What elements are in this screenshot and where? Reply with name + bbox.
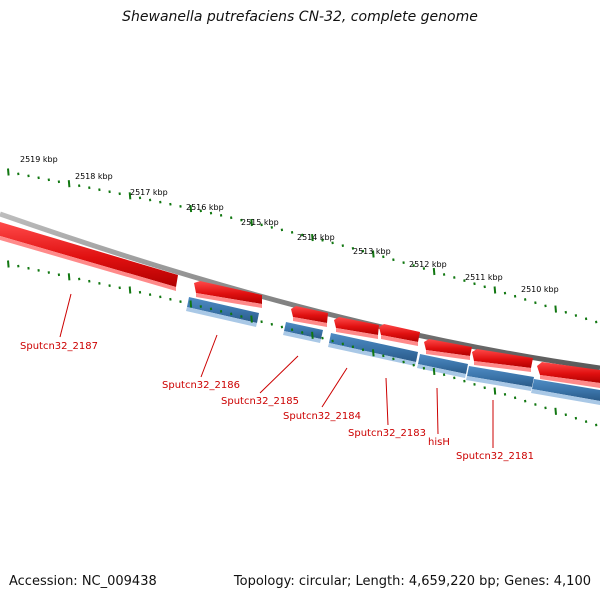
major-tick bbox=[493, 286, 497, 294]
major-tick bbox=[189, 300, 193, 308]
accession-text: Accession: NC_009438 bbox=[9, 574, 157, 589]
gene-sputcn32-2187-highlight bbox=[0, 236, 176, 291]
gene-sputcn32-2183[interactable] bbox=[379, 324, 420, 342]
major-tick bbox=[311, 234, 314, 242]
gene-labels: Sputcn32_2187 Sputcn32_2186 Sputcn32_218… bbox=[20, 341, 534, 462]
kbp-label: 2518 kbp bbox=[75, 172, 113, 181]
major-tick bbox=[372, 250, 375, 258]
genome-backbone bbox=[0, 211, 600, 371]
major-tick bbox=[432, 367, 436, 375]
gene-sputcn32-2181-highlight bbox=[474, 361, 531, 372]
forward-genes bbox=[0, 222, 600, 388]
gene-label-sputcn32-2184[interactable]: Sputcn32_2184 bbox=[283, 411, 361, 422]
major-tick bbox=[554, 305, 557, 313]
gene-sputcn32-2184[interactable] bbox=[334, 317, 379, 335]
gene-label-sputcn32-2185[interactable]: Sputcn32_2185 bbox=[221, 396, 299, 407]
gene-label-leaders bbox=[59, 293, 494, 448]
gene-label-sputcn32-2187[interactable]: Sputcn32_2187 bbox=[20, 341, 98, 352]
rev-gene-3-highlight bbox=[328, 343, 416, 366]
major-tick bbox=[311, 331, 314, 339]
leader-line bbox=[59, 293, 72, 338]
gene-sputcn32-2186-highlight bbox=[196, 293, 262, 308]
kbp-label: 2515 kbp bbox=[241, 218, 279, 227]
gene-next-forward[interactable] bbox=[537, 362, 600, 383]
rev-gene-6-highlight bbox=[531, 389, 600, 405]
gene-next-forward-highlight bbox=[540, 375, 600, 388]
rev-gene-3[interactable] bbox=[329, 333, 418, 362]
kbp-scale-labels: 2519 kbp 2518 kbp 2517 kbp 2516 kbp 2515… bbox=[20, 155, 559, 294]
genome-summary-text: Topology: circular; Length: 4,659,220 bp… bbox=[233, 574, 591, 589]
gene-sputcn32-2181[interactable] bbox=[472, 349, 533, 368]
major-tick bbox=[7, 168, 10, 176]
major-tick bbox=[372, 349, 375, 357]
kbp-label: 2517 kbp bbox=[130, 188, 168, 197]
major-tick bbox=[189, 205, 193, 213]
inner-scale-ticks bbox=[7, 260, 598, 427]
major-tick bbox=[432, 267, 436, 276]
rev-gene-5-highlight bbox=[466, 376, 532, 391]
outer-scale-ticks bbox=[7, 168, 598, 324]
rev-gene-1-highlight bbox=[186, 307, 257, 327]
kbp-label: 2512 kbp bbox=[409, 260, 447, 269]
rev-gene-5[interactable] bbox=[467, 366, 534, 387]
major-tick bbox=[67, 180, 71, 188]
gene-sputcn32-2187[interactable] bbox=[0, 222, 178, 287]
rev-gene-4-highlight bbox=[417, 364, 466, 378]
major-tick bbox=[250, 218, 253, 227]
major-tick bbox=[7, 260, 10, 268]
major-tick bbox=[128, 286, 132, 294]
kbp-label: 2511 kbp bbox=[465, 273, 503, 282]
kbp-label: 2510 kbp bbox=[521, 285, 559, 294]
leader-line bbox=[436, 387, 439, 435]
leader-line bbox=[200, 334, 218, 378]
gene-sputcn32-2185[interactable] bbox=[291, 306, 328, 323]
reverse-genes bbox=[186, 297, 600, 405]
major-tick bbox=[128, 192, 132, 200]
leader-line bbox=[385, 377, 389, 426]
gene-sputcn32-2186[interactable] bbox=[194, 281, 262, 304]
gene-label-sputcn32-2181[interactable]: Sputcn32_2181 bbox=[456, 451, 534, 462]
gene-sputcn32-2183-highlight bbox=[381, 335, 418, 346]
major-tick bbox=[250, 315, 253, 323]
map-title: Shewanella putrefaciens CN-32, complete … bbox=[122, 9, 478, 25]
gene-label-sputcn32-2186[interactable]: Sputcn32_2186 bbox=[162, 380, 240, 391]
major-tick bbox=[67, 273, 71, 281]
kbp-label: 2514 kbp bbox=[297, 233, 335, 242]
gene-sputcn32-2185-highlight bbox=[293, 317, 327, 327]
kbp-label: 2513 kbp bbox=[353, 247, 391, 256]
gene-hish-highlight bbox=[426, 350, 470, 360]
gene-hish[interactable] bbox=[424, 339, 472, 356]
rev-gene-6[interactable] bbox=[532, 379, 600, 401]
rev-gene-4[interactable] bbox=[418, 354, 468, 374]
leader-line bbox=[321, 367, 348, 408]
rev-gene-2-highlight bbox=[283, 331, 321, 343]
gene-label-sputcn32-2183[interactable]: Sputcn32_2183 bbox=[348, 428, 426, 439]
gene-label-hish[interactable]: hisH bbox=[428, 437, 450, 448]
major-tick bbox=[493, 387, 497, 395]
major-tick bbox=[554, 407, 557, 415]
gene-sputcn32-2184-highlight bbox=[336, 328, 378, 339]
kbp-label: 2516 kbp bbox=[186, 203, 224, 212]
leader-line bbox=[259, 355, 299, 394]
kbp-label: 2519 kbp bbox=[20, 155, 58, 164]
